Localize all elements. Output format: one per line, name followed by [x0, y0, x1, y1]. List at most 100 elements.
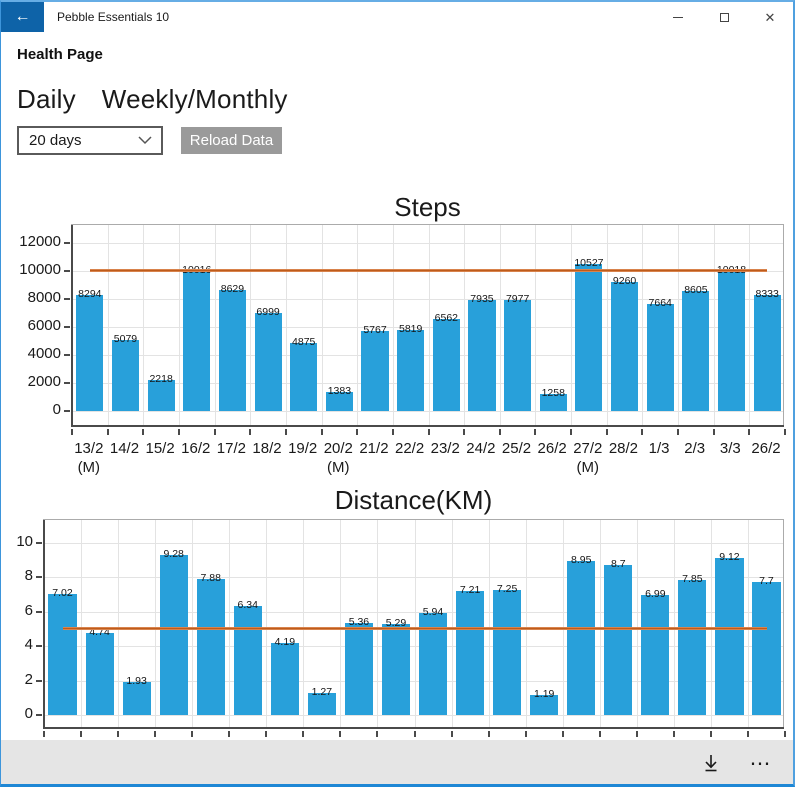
bar	[456, 590, 485, 716]
gridline-vertical	[599, 520, 601, 728]
x-tick-label: 21/2	[359, 440, 389, 457]
back-button[interactable]: ←	[1, 2, 44, 32]
y-tick-label: 6	[24, 601, 33, 619]
page-title: Health Page	[17, 46, 103, 63]
y-tick-label: 2000	[27, 373, 61, 391]
x-axis-tick	[746, 731, 749, 737]
gridline-vertical	[606, 225, 608, 426]
bar	[254, 313, 282, 412]
gridline-horizontal	[72, 355, 783, 357]
x-tick-label: 17/2	[216, 440, 246, 457]
close-button[interactable]: ✕	[747, 2, 793, 32]
maximize-icon	[719, 12, 729, 22]
gridline-vertical	[562, 520, 564, 728]
gridline-horizontal	[72, 327, 783, 329]
more-button[interactable]: ⋯	[737, 740, 785, 784]
gridline-horizontal	[72, 299, 783, 301]
bar	[183, 271, 211, 412]
bar-value-label: 8294	[78, 288, 102, 301]
y-axis-tick	[36, 541, 42, 544]
pivot-tabs: Daily Weekly/Monthly	[17, 84, 288, 115]
x-axis-tick	[106, 429, 109, 435]
y-axis-tick	[64, 326, 70, 329]
bar	[646, 303, 674, 412]
bar-value-label: 4875	[292, 336, 316, 348]
bar	[717, 270, 746, 412]
maximize-button[interactable]	[701, 2, 747, 32]
download-icon	[705, 755, 717, 772]
bar	[539, 393, 567, 412]
x-axis-tick	[463, 429, 466, 435]
bar-value-label: 5.94	[422, 605, 444, 618]
bar-value-label: 1.19	[533, 687, 555, 700]
bar-value-label: 7.02	[52, 587, 73, 599]
range-select[interactable]: 20 days	[17, 126, 163, 155]
y-axis-tick	[36, 610, 42, 613]
y-tick-label: 2	[24, 670, 33, 688]
y-axis-tick	[64, 270, 70, 273]
bar-value-label: 1383	[327, 384, 352, 397]
y-tick-label: 12000	[19, 233, 61, 251]
y-tick-label: 8000	[27, 289, 61, 307]
x-axis-tick	[302, 731, 305, 737]
x-tick-label: 20/2 (M)	[323, 440, 353, 476]
bar-value-label: 8.95	[570, 553, 592, 566]
x-axis-tick	[320, 429, 323, 435]
tab-daily[interactable]: Daily	[17, 84, 76, 114]
distance-chart-title: Distance(KM)	[334, 485, 493, 515]
gridline-vertical	[428, 225, 430, 426]
bar-value-label: 9260	[612, 274, 637, 287]
y-tick-label: 10000	[19, 261, 61, 279]
bar	[504, 299, 532, 412]
bar	[111, 340, 139, 412]
gridline-horizontal	[44, 611, 783, 613]
bar-value-label: 5.36	[348, 615, 370, 628]
x-axis-tick	[487, 731, 490, 737]
download-button[interactable]	[687, 740, 735, 784]
bar-value-label: 8.7	[610, 557, 626, 570]
tab-weekly-monthly[interactable]: Weekly/Monthly	[101, 84, 288, 114]
x-axis-tick	[672, 731, 675, 737]
bar	[85, 633, 114, 716]
distance-chart: Distance(KM) 7.02 4.74 1.93 9.28 7.88 6.34 4.1…	[1, 485, 793, 740]
x-axis-tick	[339, 731, 342, 737]
gridline-vertical	[303, 520, 305, 728]
bar	[290, 343, 318, 412]
x-tick-label: 15/2	[145, 440, 175, 457]
x-axis-tick	[356, 429, 359, 435]
bar	[530, 694, 559, 716]
bar	[611, 281, 639, 412]
gridline-vertical	[525, 520, 527, 728]
x-tick-label: 16/2	[181, 440, 211, 457]
gridline-vertical	[266, 520, 268, 728]
bar	[233, 605, 262, 716]
x-axis-tick	[249, 429, 252, 435]
y-axis-tick	[36, 645, 42, 648]
x-tick-label: 14/2	[109, 440, 140, 457]
x-tick-label: 26/2	[751, 440, 781, 457]
x-tick-label: 24/2	[466, 440, 496, 457]
bar-value-label: 6999	[256, 306, 280, 319]
bar-value-label: 8605	[684, 283, 708, 296]
reload-data-button[interactable]: Reload Data	[181, 127, 282, 154]
bar	[493, 590, 522, 716]
plot-area: 7.02 4.74 1.93 9.28 7.88 6.34 4.19 1.27 5.36 5.29…	[36, 519, 786, 737]
x-tick-label: 3/3	[719, 440, 741, 457]
x-axis-tick	[641, 429, 644, 435]
minimize-button[interactable]	[655, 2, 701, 32]
bar-value-label: 7.7	[759, 575, 774, 588]
bar	[397, 329, 425, 412]
gridline-vertical	[535, 225, 537, 426]
gridline-vertical	[118, 520, 120, 728]
x-axis-line	[71, 425, 784, 427]
x-axis-tick	[498, 429, 501, 435]
gridline-vertical	[710, 520, 712, 728]
goal-line	[62, 626, 767, 630]
bar	[641, 594, 670, 716]
bar	[218, 290, 246, 412]
y-tick-label: 0	[52, 401, 61, 419]
x-tick-label: 27/2 (M)	[573, 440, 603, 476]
bar	[122, 682, 151, 716]
gridline-vertical	[377, 520, 379, 728]
bar	[344, 622, 373, 716]
